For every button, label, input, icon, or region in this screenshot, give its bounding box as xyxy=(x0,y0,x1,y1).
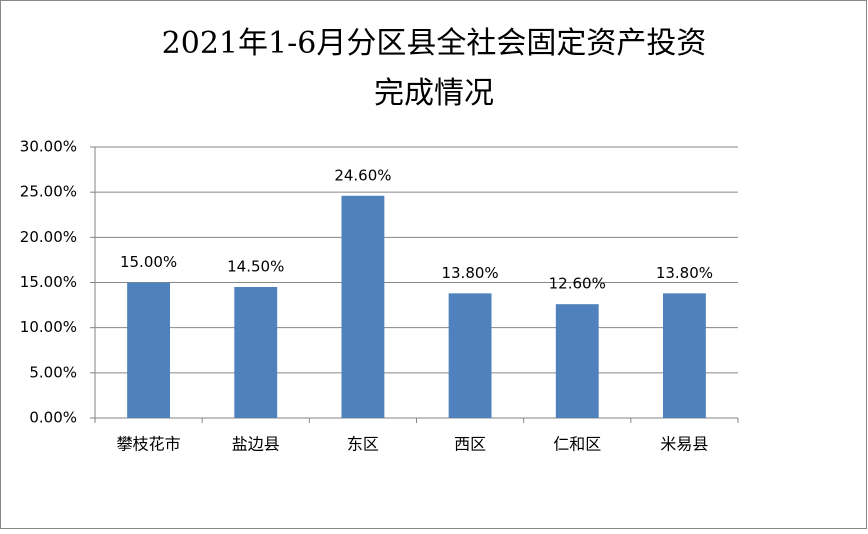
y-tick-label: 20.00% xyxy=(20,228,77,246)
data-label: 14.50% xyxy=(227,258,284,276)
x-tick-label: 盐边县 xyxy=(232,435,280,454)
bar xyxy=(555,304,599,418)
y-tick-label: 25.00% xyxy=(20,183,77,201)
y-tick-label: 30.00% xyxy=(20,138,77,156)
data-label: 13.80% xyxy=(441,264,498,282)
data-label: 15.00% xyxy=(120,253,177,271)
bar xyxy=(234,287,278,418)
y-tick-label: 15.00% xyxy=(20,273,77,291)
x-tick-label: 西区 xyxy=(454,435,486,454)
y-tick-label: 5.00% xyxy=(29,363,77,381)
y-tick-label: 0.00% xyxy=(29,409,77,427)
x-tick-label: 米易县 xyxy=(660,435,708,454)
y-tick-label: 10.00% xyxy=(20,318,77,336)
x-tick-label: 东区 xyxy=(347,435,379,454)
bar xyxy=(662,293,706,418)
bar xyxy=(448,293,492,418)
data-label: 12.60% xyxy=(549,275,606,293)
bar xyxy=(127,282,171,418)
chart-title: 完成情况 xyxy=(374,76,494,111)
chart-title: 2021年1-6月分区县全社会固定资产投资 xyxy=(162,26,707,61)
x-tick-label: 仁和区 xyxy=(553,435,601,454)
data-label: 24.60% xyxy=(334,166,391,184)
data-label: 13.80% xyxy=(656,264,713,282)
x-tick-label: 攀枝花市 xyxy=(117,435,181,454)
bar xyxy=(341,195,385,418)
